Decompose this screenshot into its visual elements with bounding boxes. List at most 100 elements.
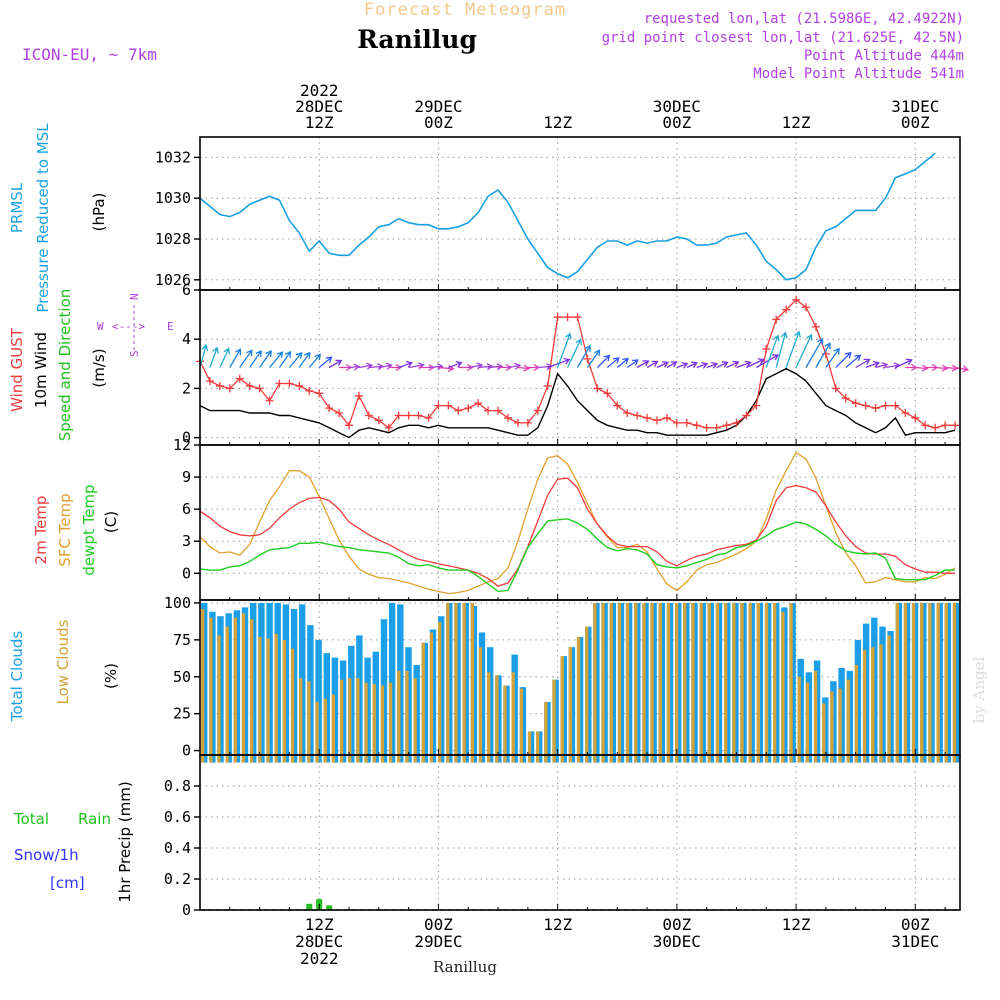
- wind-direction-arrow: [517, 364, 531, 372]
- gust-point: [811, 322, 820, 331]
- rain-bar: [306, 903, 313, 910]
- credit-watermark: by Angel: [970, 656, 988, 723]
- bottom-axis-label: 31DEC: [891, 932, 939, 951]
- wind-direction-arrow: [765, 334, 780, 368]
- location-title: Ranillug: [357, 25, 477, 54]
- footer-location: Ranillug: [433, 958, 497, 976]
- gust-point: [623, 409, 632, 418]
- low-cloud-bar: [209, 617, 213, 763]
- gust-point: [603, 389, 612, 398]
- wind-direction-arrow: [259, 350, 272, 368]
- gust-point: [374, 416, 383, 425]
- low-cloud-bar: [944, 603, 948, 763]
- low-cloud-bar: [217, 635, 221, 763]
- wind-direction-arrow: [567, 338, 582, 368]
- gust-point: [613, 401, 622, 410]
- low-cloud-bar: [315, 701, 319, 763]
- compass-ew-arrow: <--->: [112, 320, 145, 333]
- low-cloud-bar: [380, 685, 385, 763]
- y-tick-label-pressure: 1028: [155, 230, 191, 248]
- panel-frame-temp: [199, 444, 961, 601]
- low-cloud-bar: [601, 603, 605, 763]
- wind-direction-arrow: [239, 349, 253, 368]
- gust-point: [682, 418, 691, 427]
- gust-point: [523, 418, 532, 427]
- top-axis-label: 2022: [300, 81, 339, 100]
- top-axis-label: 00Z: [662, 113, 691, 132]
- pressure-label: PRMSL: [8, 182, 26, 233]
- gust-point: [285, 379, 294, 388]
- y-tick-label-clouds: 100: [164, 594, 191, 612]
- low-cloud-bar: [756, 603, 760, 763]
- low-cloud-bar: [339, 679, 344, 763]
- low-cloud-label: Low Clouds: [54, 619, 72, 704]
- gust-point: [494, 406, 503, 415]
- y-tick-label-pressure: 1026: [155, 271, 191, 289]
- gust-point: [841, 394, 850, 403]
- gust-point: [583, 354, 592, 363]
- low-cloud-bar: [805, 682, 809, 763]
- gust-point: [672, 418, 681, 427]
- gust-point: [802, 303, 811, 312]
- low-cloud-bar: [462, 603, 466, 763]
- gust-point: [861, 401, 870, 410]
- grid-point-coordinates: grid point closest lon,lat (21.625E, 42.…: [602, 30, 964, 46]
- wind-direction-arrow: [915, 364, 929, 372]
- low-cloud-bar: [470, 603, 474, 763]
- low-cloud-bar: [421, 642, 425, 763]
- bottom-axis-label: 12Z: [305, 915, 334, 934]
- product-title: Forecast Meteogram: [364, 0, 566, 20]
- low-cloud-bar: [854, 665, 858, 763]
- wind-direction-arrow: [398, 360, 413, 369]
- axes: 10261028103010320246036912025507510000.2…: [8, 81, 961, 968]
- gust-point: [325, 404, 334, 413]
- wind-direction-arrow: [269, 351, 284, 368]
- wind-direction-arrow: [706, 361, 719, 369]
- total-cloud-label: Total Clouds: [8, 631, 26, 723]
- low-cloud-bar: [511, 672, 515, 763]
- top-axis-label: 30DEC: [653, 97, 701, 116]
- wind-direction-arrow: [795, 333, 813, 368]
- wind-direction-arrow: [488, 363, 504, 371]
- top-axis-label: 29DEC: [414, 97, 462, 116]
- precip-unit: 1hr Precip (mm): [116, 781, 134, 902]
- gust-point: [831, 384, 840, 393]
- wind-direction-arrow: [954, 365, 970, 373]
- grid: [200, 137, 960, 910]
- low-cloud-bar: [707, 603, 711, 763]
- low-cloud-bar: [666, 603, 671, 763]
- gust-point: [851, 399, 860, 408]
- low-cloud-bar: [364, 682, 368, 763]
- gust-point: [215, 381, 224, 390]
- gust-point: [205, 377, 214, 386]
- low-cloud-bar: [495, 675, 499, 763]
- low-cloud-bar: [454, 603, 458, 763]
- y-tick-label-pressure: 1032: [155, 148, 191, 166]
- low-cloud-bar: [683, 603, 687, 763]
- dewpoint-label: dewpt Temp: [80, 484, 98, 575]
- low-cloud-bar: [201, 608, 205, 763]
- wind-direction-arrow: [318, 356, 333, 368]
- cloud-unit: (%): [102, 663, 120, 689]
- low-cloud-bar: [576, 636, 581, 763]
- low-cloud-bar: [895, 603, 899, 763]
- gust-point: [643, 413, 652, 422]
- wind-direction-arrow: [556, 332, 572, 368]
- y-tick-label-temp: 9: [182, 468, 191, 486]
- gust-point: [911, 413, 920, 422]
- low-cloud-bar: [773, 603, 777, 763]
- wind-direction-arrow: [428, 363, 444, 371]
- compass-east: E: [167, 320, 174, 333]
- low-cloud-bar: [405, 670, 409, 763]
- low-cloud-bar: [225, 626, 229, 763]
- snow-label: Snow/1h: [14, 846, 79, 864]
- wind-direction-arrow: [507, 362, 522, 370]
- wind-direction-arrow: [775, 331, 788, 368]
- compass-south: S: [128, 350, 141, 357]
- wind-direction-arrow: [825, 347, 840, 368]
- low-cloud-bar: [487, 672, 491, 763]
- gust-point: [652, 416, 661, 425]
- low-cloud-bar: [675, 603, 679, 763]
- low-cloud-bar: [764, 603, 769, 763]
- low-cloud-bar: [266, 638, 270, 763]
